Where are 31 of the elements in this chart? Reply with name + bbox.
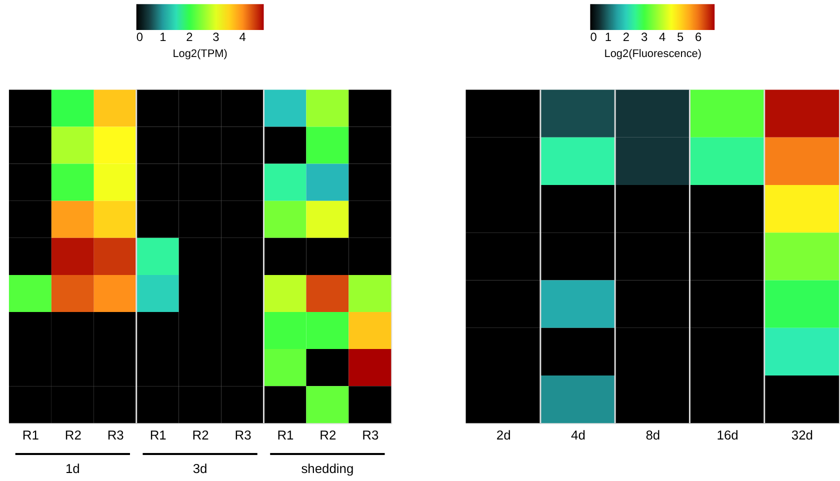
color-bar-label: 6 <box>695 30 702 44</box>
text: 3d <box>192 460 208 476</box>
x-tick-label: R3 <box>234 428 252 443</box>
x-tick-label: R1 <box>277 428 294 443</box>
x-tick-label: R3 <box>362 428 379 443</box>
x-tick-label: 4d <box>571 428 586 443</box>
color-bar-label: 0 <box>136 30 144 44</box>
color-bar-title: Log2(Fluorescence) <box>604 48 702 60</box>
x-tick-label: R2 <box>320 428 336 443</box>
x-tick-label: 32d <box>791 428 813 443</box>
x-tick-label: R2 <box>64 428 82 443</box>
x-tick-label: 16d <box>716 428 738 443</box>
color-bar-label: 4 <box>239 30 246 44</box>
color-bar-title: Log2(TPM) <box>172 48 228 60</box>
color-bar-label: 2 <box>186 30 194 44</box>
x-tick-label: R1 <box>150 428 166 443</box>
x-tick-label: R3 <box>107 428 124 443</box>
color-bar-label: 1 <box>160 30 167 44</box>
color-bar-label: 0 <box>590 30 598 44</box>
color-bar-label: 5 <box>677 30 684 44</box>
color-bar-label: 1 <box>604 30 612 44</box>
text: 1d <box>65 460 80 476</box>
color-bar-label: 3 <box>640 30 648 44</box>
x-tick-label: 8d <box>646 428 660 443</box>
x-tick-label: R2 <box>192 428 209 443</box>
text: shedding <box>301 460 354 476</box>
color-bar-label: 3 <box>212 30 220 44</box>
x-tick-label: R1 <box>22 428 39 443</box>
color-bar-label: 2 <box>622 30 630 44</box>
color-bar-label: 4 <box>658 30 666 44</box>
x-tick-label: 2d <box>496 428 511 443</box>
